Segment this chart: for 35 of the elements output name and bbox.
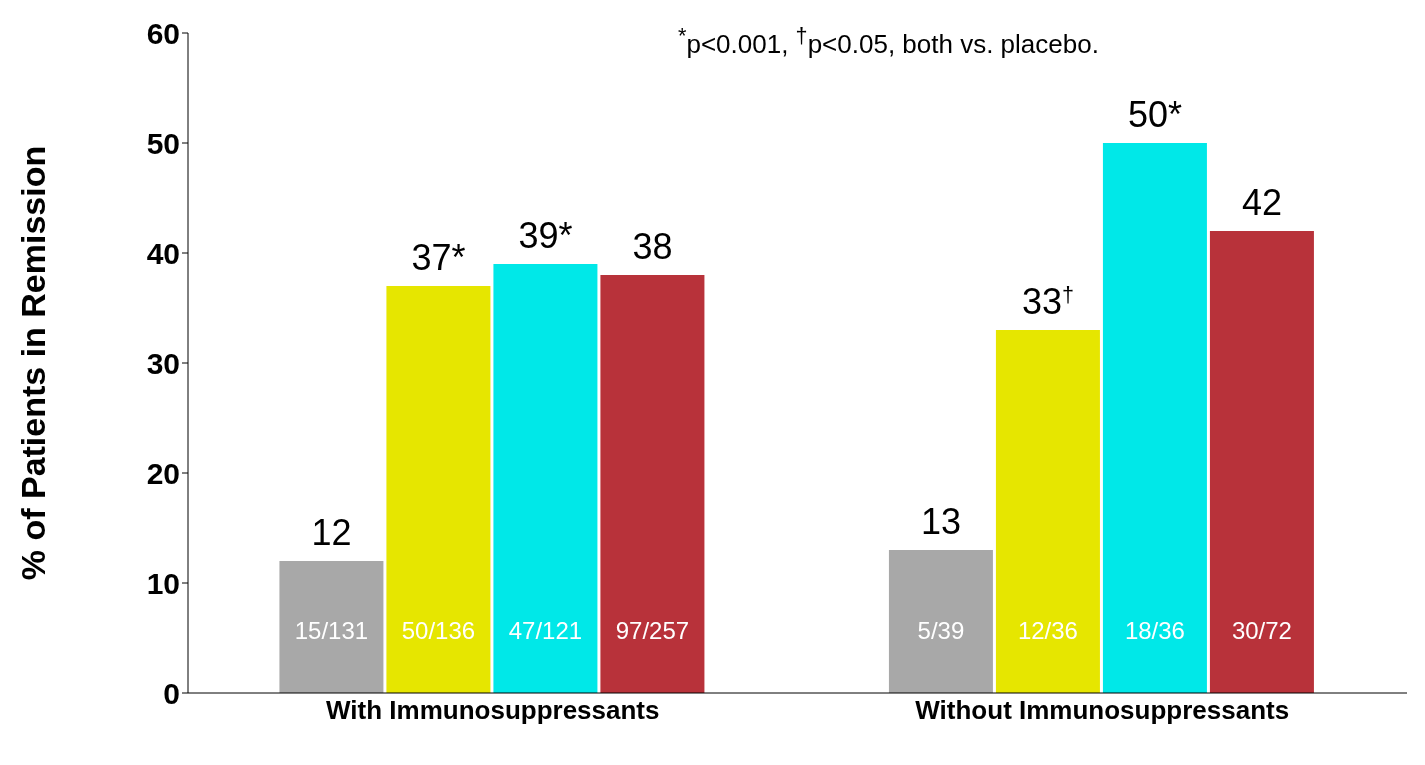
annotation: 15/131	[294, 617, 369, 645]
y-tick-label: 20	[146, 456, 180, 490]
y-tick-label: 0	[163, 676, 180, 710]
data-label: 50*	[1127, 94, 1182, 135]
data-label: 38	[632, 226, 673, 267]
y-tick-label: 60	[146, 16, 180, 50]
y-tick-label: 40	[146, 236, 180, 270]
annotation: 18/36	[1124, 617, 1185, 645]
y-tick-label: 10	[146, 566, 180, 600]
bar	[1102, 143, 1207, 693]
bar	[1209, 231, 1314, 693]
y-axis-title: % of Patients in Remission	[14, 145, 53, 581]
x-tick-label: With Immunosuppressants	[326, 695, 660, 726]
annotation: $^{*}$p<0.001, $^{†}$p<0.05, both vs. placebo.	[678, 23, 1099, 60]
annotation: 47/121	[508, 617, 583, 645]
bar	[888, 550, 993, 693]
data-label: 33$^{†}$	[1021, 281, 1074, 322]
annotation: 97/257	[615, 617, 690, 645]
bar	[995, 330, 1100, 693]
annotation: 12/36	[1017, 617, 1078, 645]
bar	[493, 264, 598, 693]
annotation: 5/39	[917, 617, 965, 645]
data-label: 39*	[518, 215, 573, 256]
bar	[386, 286, 491, 693]
annotation: 30/72	[1231, 617, 1292, 645]
data-label: 42	[1241, 182, 1282, 223]
data-label: 13	[920, 501, 961, 542]
y-tick-label: 50	[146, 126, 180, 160]
data-label: 12	[311, 512, 352, 553]
y-tick-label: 30	[146, 346, 180, 380]
annotation: 50/136	[401, 617, 476, 645]
bar	[279, 561, 384, 693]
x-tick-label: Without Immunosuppressants	[915, 695, 1290, 726]
bar	[600, 275, 705, 693]
data-label: 37*	[411, 237, 466, 278]
